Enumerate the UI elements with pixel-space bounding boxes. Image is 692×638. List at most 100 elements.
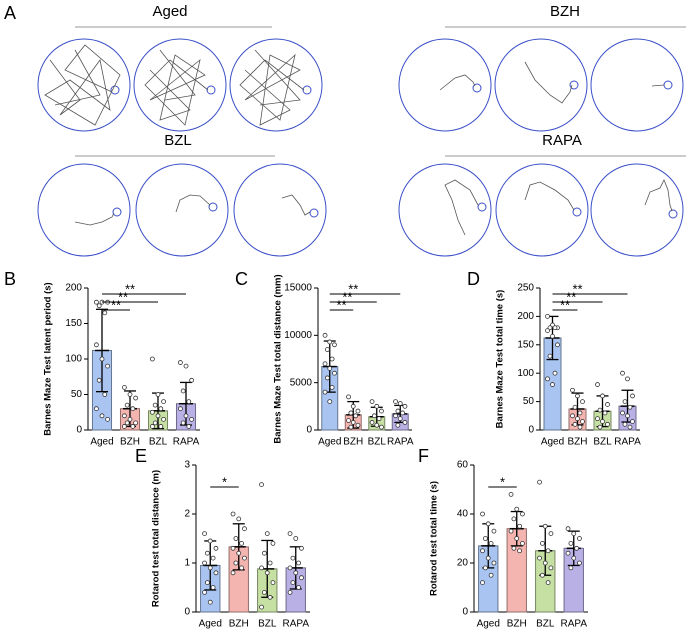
arena [398, 163, 492, 257]
significance-label: ** [125, 281, 135, 296]
data-point [102, 392, 108, 397]
data-point [94, 299, 99, 305]
data-point [96, 303, 102, 309]
data-point [575, 393, 580, 399]
data-point [575, 416, 580, 422]
panel-label: A [4, 3, 16, 23]
data-point [350, 420, 356, 425]
data-point [299, 545, 304, 551]
data-point [183, 363, 189, 369]
data-point [482, 565, 488, 571]
data-point [189, 377, 195, 383]
y-tick-label: 150 [65, 318, 82, 329]
arena [494, 38, 588, 132]
group-title: BZH [550, 3, 580, 20]
significance-label: ** [342, 289, 352, 304]
track [44, 44, 121, 126]
data-point [189, 416, 195, 422]
data-point [236, 516, 242, 522]
panel-label: D [467, 269, 480, 289]
data-point [393, 399, 398, 405]
track [644, 179, 673, 212]
y-axis-label: Rotarod test total time (s) [429, 481, 440, 596]
y-tick-label: 40 [457, 509, 469, 520]
bar-chart: C Barnes Maze Test total distance (mm) 0 50… [235, 269, 414, 448]
data-point [600, 393, 605, 399]
data-point [514, 536, 520, 541]
data-point [130, 424, 136, 429]
data-point [630, 419, 635, 424]
data-point [94, 342, 99, 348]
x-tick-label: BZL [593, 437, 612, 448]
data-point [485, 521, 491, 527]
data-point [517, 548, 522, 554]
x-tick-label: Aged [477, 619, 500, 630]
x-tick-label: BZL [368, 437, 387, 448]
arena [135, 163, 229, 257]
data-point [555, 342, 560, 348]
x-tick-label: BZH [343, 437, 363, 448]
data-point [327, 366, 333, 371]
significance-label: * [500, 474, 505, 489]
y-tick-label: 1 [184, 558, 190, 569]
data-point [520, 541, 525, 546]
data-point [287, 531, 293, 536]
data-point [290, 555, 296, 561]
data-point [207, 599, 213, 605]
data-point [545, 313, 550, 319]
data-point [571, 531, 577, 536]
data-point [324, 375, 330, 381]
data-point [552, 325, 558, 331]
data-point [480, 548, 485, 554]
data-point [371, 413, 377, 419]
data-point [204, 550, 210, 556]
data-point [267, 594, 273, 600]
track [144, 49, 209, 126]
data-point [204, 580, 210, 585]
data-point [210, 555, 216, 561]
data-point [568, 541, 574, 546]
data-point [602, 410, 608, 416]
bar-chart: B Barnes Maze Test latent period (s) 0 50 10… [4, 269, 200, 448]
data-point [322, 332, 328, 338]
panel-label: F [418, 446, 429, 466]
data-point [540, 541, 545, 546]
x-tick-label: Aged [541, 437, 564, 448]
data-point [355, 408, 361, 414]
data-point [152, 420, 158, 426]
data-point [230, 545, 236, 551]
y-axis-label: Barnes Maze Test total distance (mm) [273, 274, 284, 443]
y-tick-label: 3 [184, 460, 190, 471]
data-point [395, 422, 401, 428]
target-hole [206, 85, 216, 95]
data-point [542, 560, 548, 566]
group-title: Aged [152, 3, 187, 20]
data-point [537, 479, 542, 485]
group-title: RAPA [542, 132, 582, 149]
data-point [133, 395, 139, 401]
target-hole [569, 80, 579, 90]
data-point [346, 418, 351, 423]
data-point [122, 413, 127, 419]
data-point [158, 424, 164, 429]
y-tick-label: 2 [184, 509, 190, 520]
data-point [287, 565, 293, 571]
y-tick-label: 60 [457, 460, 469, 471]
data-point [348, 424, 354, 430]
data-point [127, 392, 133, 397]
x-tick-label: RAPA [283, 619, 310, 630]
data-point [552, 370, 558, 376]
y-tick-label: 0 [76, 425, 82, 436]
data-point [488, 572, 494, 578]
data-point [161, 416, 167, 422]
data-point [202, 531, 207, 536]
data-point [242, 555, 247, 561]
data-point [580, 419, 585, 424]
y-tick-label: 100 [65, 354, 82, 365]
arena [590, 38, 684, 132]
data-point [267, 560, 273, 566]
data-point [480, 511, 485, 517]
track [74, 212, 115, 226]
data-point [369, 420, 375, 425]
